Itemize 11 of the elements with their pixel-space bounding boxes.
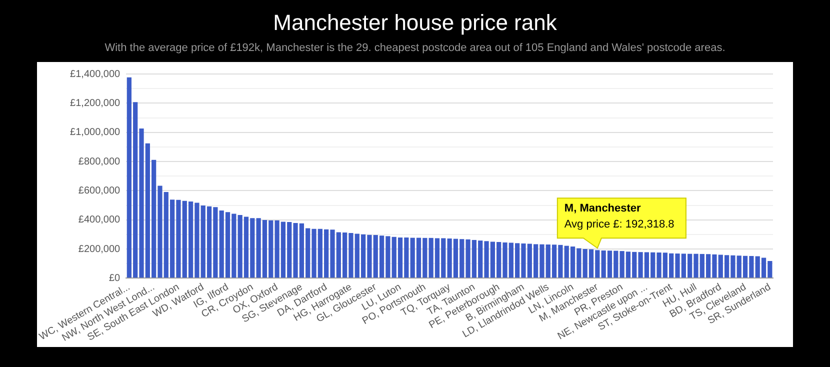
chart-subtitle: With the average price of £192k, Manchester is the 29. cheapest postcode area out of 105 England and Wales' postcode areas. <box>104 42 726 54</box>
y-tick-label: £1,000,000 <box>70 127 121 138</box>
chart-title: Manchester house price rank <box>272 10 558 36</box>
y-tick-label: £800,000 <box>78 156 121 168</box>
y-tick-label: £1,400,000 <box>70 68 121 80</box>
y-tick-label: £0 <box>108 272 121 284</box>
y-tick-label: £400,000 <box>78 214 121 226</box>
y-tick-label: £200,000 <box>78 244 121 255</box>
y-tick-label: £600,000 <box>78 185 121 196</box>
y-tick-label: £1,200,000 <box>70 98 121 109</box>
annotation: M, Manchester Avg price £: 192,318.8 <box>564 202 674 231</box>
